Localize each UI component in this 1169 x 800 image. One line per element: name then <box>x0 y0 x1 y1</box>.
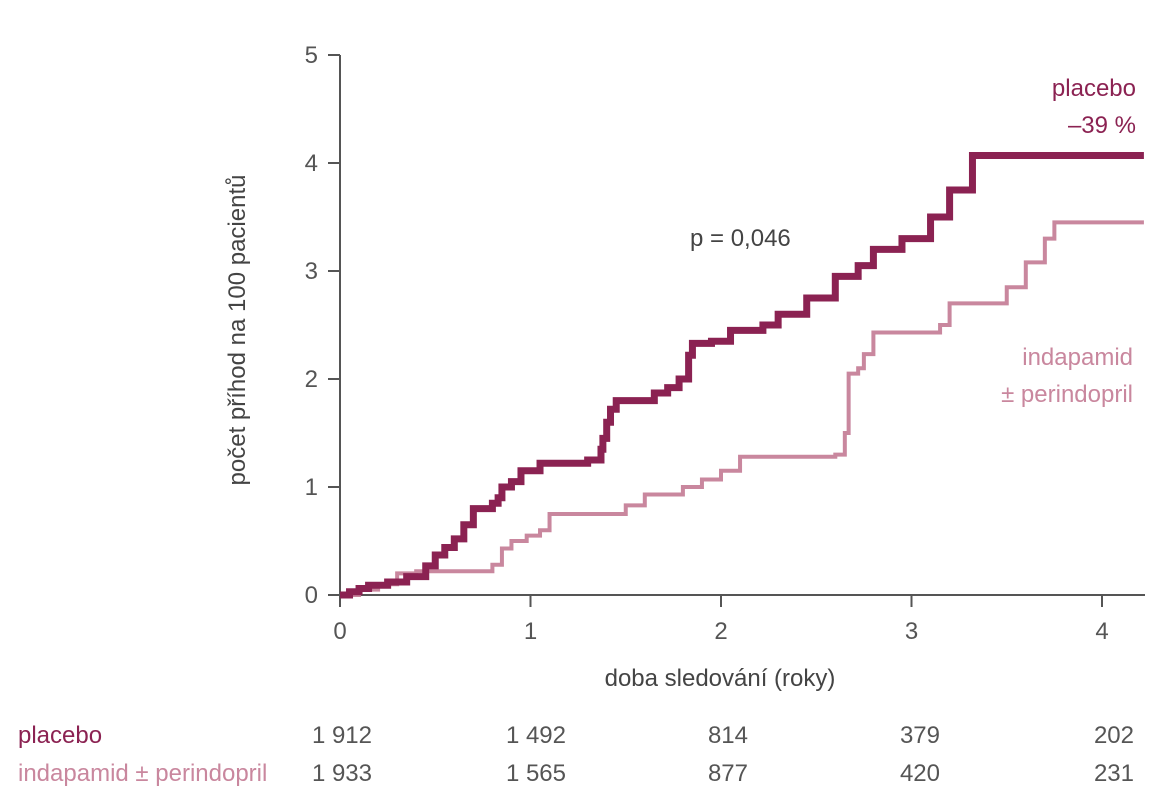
risk-row-name: placebo <box>18 722 103 749</box>
risk-cell: 1 912 <box>311 722 372 749</box>
x-ticks: 0 1 2 3 4 <box>333 595 1109 645</box>
series-label-indapamid: indapamid <box>1022 344 1133 371</box>
y-tick-label: 0 <box>305 582 318 609</box>
risk-row-name: indapamid ± perindopril <box>18 760 268 787</box>
y-axis-label: počet příhod na 100 pacientů <box>224 175 251 486</box>
series-layer <box>340 151 1144 599</box>
risk-cell: 877 <box>707 760 748 787</box>
risk-cell: 1 565 <box>505 760 566 787</box>
risk-row: indapamid ± perindopril 1 933 1 565 877 420 2… <box>0 760 1169 792</box>
series-label-placebo: placebo <box>1052 75 1136 102</box>
risk-row: placebo 1 912 1 492 814 379 202 <box>0 722 1169 754</box>
risk-cell: 1 492 <box>505 722 566 749</box>
chart-canvas: 0 1 2 3 4 5 0 1 2 3 4 počet příhod na 100 pacient… <box>224 42 1145 692</box>
y-ticks: 0 1 2 3 4 5 <box>305 42 340 609</box>
y-tick-label: 3 <box>305 258 318 285</box>
series-labels: placebo –39 % indapamid ± perindopril <box>1001 75 1136 408</box>
risk-cell: 231 <box>1093 760 1134 787</box>
risk-cell: 1 933 <box>311 760 372 787</box>
y-tick-label: 4 <box>305 150 318 177</box>
y-tick-label: 1 <box>305 474 318 501</box>
risk-cell: 814 <box>707 722 748 749</box>
axes <box>339 55 1145 596</box>
y-tick-label: 5 <box>305 42 318 69</box>
x-tick-label: 2 <box>714 618 727 645</box>
risk-cell: 379 <box>899 722 940 749</box>
x-tick-label: 4 <box>1095 618 1108 645</box>
series-line-placebo <box>340 151 1144 599</box>
y-tick-label: 2 <box>305 366 318 393</box>
x-tick-label: 0 <box>333 618 346 645</box>
series-label-indapamid: ± perindopril <box>1001 381 1133 408</box>
series-line-indapamid <box>340 220 1144 597</box>
risk-cell: 420 <box>899 760 940 787</box>
risk-cell: 202 <box>1093 722 1134 749</box>
p-value-annotation: p = 0,046 <box>690 225 791 252</box>
x-axis-label: doba sledování (roky) <box>605 665 836 692</box>
x-tick-label: 3 <box>905 618 918 645</box>
series-label-placebo: –39 % <box>1068 112 1136 139</box>
x-tick-label: 1 <box>524 618 537 645</box>
